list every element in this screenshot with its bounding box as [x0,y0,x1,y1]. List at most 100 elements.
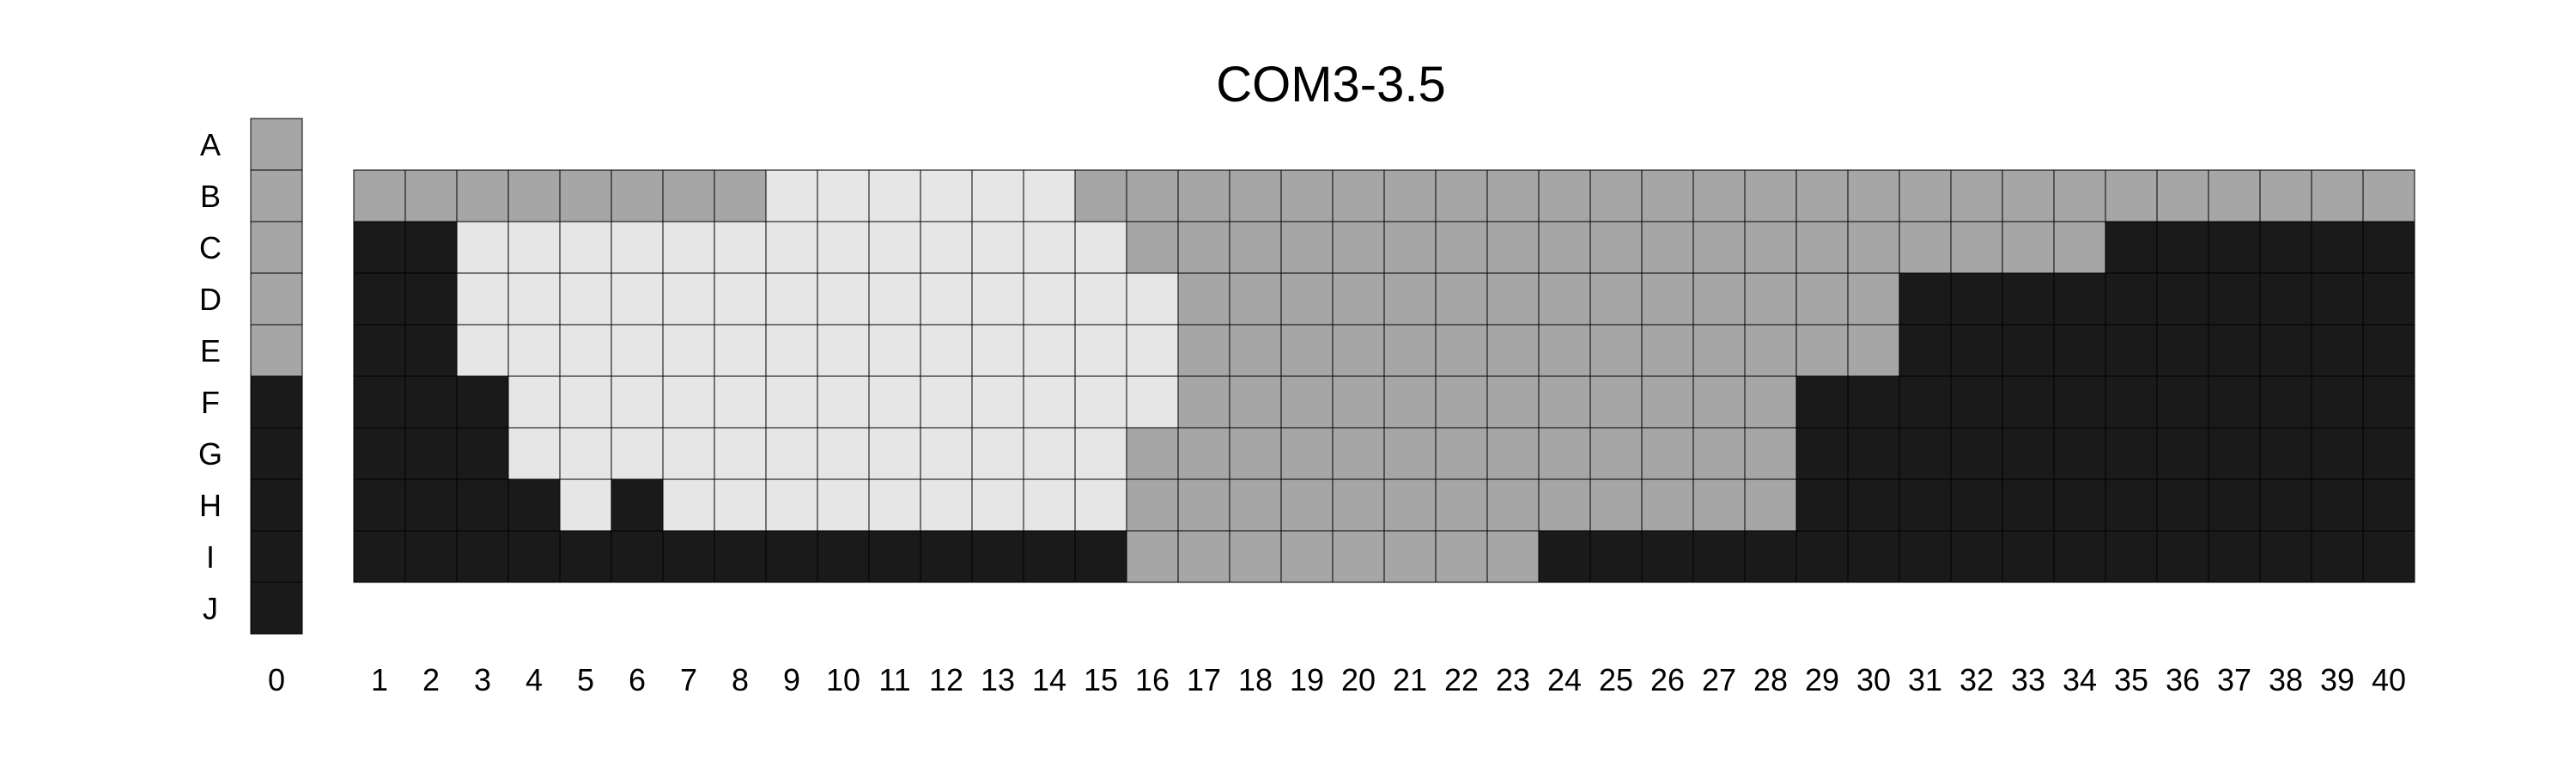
cell-B-2 [404,169,458,222]
cell-C-21 [1383,221,1437,274]
cell-B-36 [2156,169,2209,222]
cell-F-32 [1950,375,2003,429]
cell-E-12 [920,324,973,377]
cell-C-31 [1899,221,1952,274]
cell-C-33 [2002,221,2055,274]
cell-H-4 [507,478,561,532]
cell-B-1 [353,169,406,222]
cell-G-23 [1486,427,1540,480]
cell-H-37 [2208,478,2261,532]
cell-E-16 [1126,324,1179,377]
cell-E-26 [1641,324,1694,377]
cell-I-34 [2053,530,2106,583]
column-label-1: 1 [371,662,388,697]
cell-D-26 [1641,272,1694,326]
cell-H-16 [1126,478,1179,532]
cell-C-3 [456,221,509,274]
cell-I-22 [1435,530,1488,583]
cell-D-20 [1332,272,1385,326]
cell-D-3 [456,272,509,326]
row-label-I: I [206,539,215,575]
cell-C-37 [2208,221,2261,274]
cell-E-9 [765,324,818,377]
cell-E-23 [1486,324,1540,377]
cell-C-4 [507,221,561,274]
cell-B-22 [1435,169,1488,222]
cell-B-11 [868,169,921,222]
column-label-18: 18 [1238,662,1273,697]
cell-F-17 [1177,375,1230,429]
cell-F-1 [353,375,406,429]
column-label-13: 13 [981,662,1015,697]
cell-B-33 [2002,169,2055,222]
cell-B-21 [1383,169,1437,222]
cell-B-40 [2362,169,2415,222]
cell-I-40 [2362,530,2415,583]
cell-C-35 [2105,221,2158,274]
cell-G-9 [765,427,818,480]
cell-E-39 [2311,324,2364,377]
cell-E-24 [1538,324,1591,377]
cell-D-4 [507,272,561,326]
cell-F-4 [507,375,561,429]
cell-G-10 [817,427,870,480]
cell-I-23 [1486,530,1540,583]
cell-H-8 [714,478,767,532]
column-label-38: 38 [2269,662,2303,697]
cell-I-26 [1641,530,1694,583]
column-label-36: 36 [2166,662,2200,697]
column-label-7: 7 [680,662,697,697]
cell-G-8 [714,427,767,480]
cell-B-13 [971,169,1024,222]
cell-C-16 [1126,221,1179,274]
cell-E-40 [2362,324,2415,377]
cell-D-22 [1435,272,1488,326]
column-label-40: 40 [2372,662,2406,697]
cell-G-27 [1692,427,1746,480]
cell-F-16 [1126,375,1179,429]
cell-C-34 [2053,221,2106,274]
cell-G-14 [1023,427,1076,480]
cell-F-7 [662,375,715,429]
column-label-23: 23 [1496,662,1530,697]
reference-cell-G [250,427,303,480]
column-label-37: 37 [2217,662,2251,697]
cell-C-2 [404,221,458,274]
cell-G-21 [1383,427,1437,480]
cell-I-24 [1538,530,1591,583]
column-label-22: 22 [1444,662,1479,697]
cell-H-36 [2156,478,2209,532]
cell-D-35 [2105,272,2158,326]
cell-E-29 [1795,324,1849,377]
cell-B-39 [2311,169,2364,222]
cell-D-21 [1383,272,1437,326]
cell-G-24 [1538,427,1591,480]
cell-B-26 [1641,169,1694,222]
cell-F-37 [2208,375,2261,429]
cell-G-17 [1177,427,1230,480]
cell-D-31 [1899,272,1952,326]
cell-E-6 [611,324,664,377]
cell-B-25 [1589,169,1643,222]
cell-E-5 [559,324,612,377]
cell-D-27 [1692,272,1746,326]
cell-E-14 [1023,324,1076,377]
cell-F-29 [1795,375,1849,429]
cell-C-13 [971,221,1024,274]
cell-D-34 [2053,272,2106,326]
cell-I-2 [404,530,458,583]
cell-B-35 [2105,169,2158,222]
cell-I-19 [1280,530,1334,583]
cell-B-31 [1899,169,1952,222]
cell-H-22 [1435,478,1488,532]
cell-C-26 [1641,221,1694,274]
cell-B-20 [1332,169,1385,222]
cell-E-33 [2002,324,2055,377]
column-label-10: 10 [826,662,860,697]
cell-G-29 [1795,427,1849,480]
cell-B-14 [1023,169,1076,222]
cell-H-33 [2002,478,2055,532]
cell-B-8 [714,169,767,222]
cell-B-23 [1486,169,1540,222]
cell-C-29 [1795,221,1849,274]
